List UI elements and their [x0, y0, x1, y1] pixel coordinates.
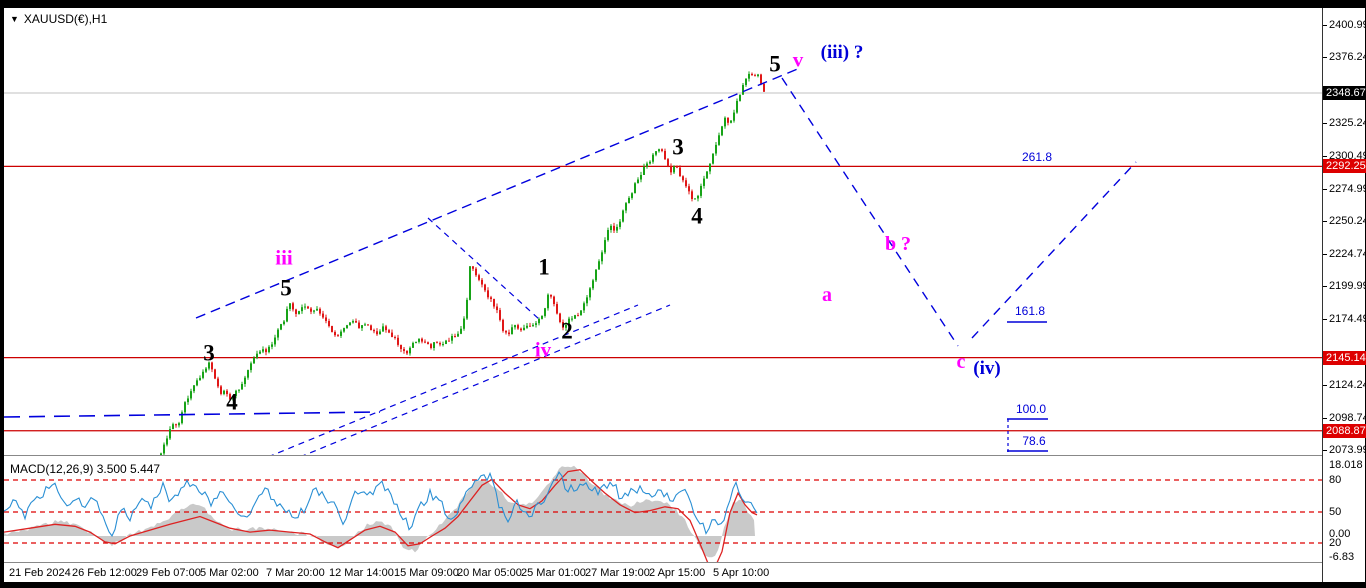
price-axis-label: 2199.99	[1329, 280, 1366, 293]
time-axis-separator	[4, 562, 1322, 565]
price-axis-label: 2073.99	[1329, 444, 1366, 457]
price-axis-tick	[1323, 384, 1327, 386]
time-axis-label: 2 Apr 15:00	[649, 567, 706, 579]
price-axis-tick	[1323, 188, 1327, 190]
price-axis-tick	[1323, 24, 1327, 26]
symbol-dropdown-icon[interactable]: ▼	[10, 14, 19, 24]
price-axis-tick	[1323, 319, 1327, 321]
price-axis-tick	[1323, 57, 1327, 59]
time-axis-label: 27 Mar 19:00	[585, 567, 650, 579]
time-axis-label: 21 Feb 2024	[9, 567, 71, 579]
current-price-label: 2348.67	[1323, 86, 1366, 100]
price-axis-label: 2376.24	[1329, 51, 1366, 64]
price-axis-label: 2124.24	[1329, 378, 1366, 391]
price-axis-label: 2300.49	[1329, 149, 1366, 162]
time-axis-label: 15 Mar 09:00	[394, 567, 459, 579]
price-axis-tick	[1323, 417, 1327, 419]
price-axis-tick	[1323, 254, 1327, 256]
level-price-label: 2292.25	[1323, 159, 1366, 174]
chart-title: ▼ XAUUSD(€),H1	[10, 12, 107, 26]
time-axis-label: 20 Mar 05:00	[457, 567, 522, 579]
macd-axis-label: 80	[1329, 474, 1342, 486]
macd-panel-surface[interactable]	[4, 459, 1322, 562]
time-axis-label: 29 Feb 07:00	[136, 567, 201, 579]
price-axis-label: 2250.24	[1329, 214, 1366, 227]
price-axis-label: 2174.49	[1329, 313, 1366, 326]
main-chart-surface[interactable]	[4, 8, 1322, 455]
chart-title-text: XAUUSD(€),H1	[23, 12, 108, 26]
time-axis-label: 5 Apr 10:00	[713, 567, 770, 579]
level-price-label: 2088.87	[1323, 423, 1366, 438]
time-axis-label: 12 Mar 14:00	[329, 567, 394, 579]
price-axis-label: 2400.99	[1329, 18, 1366, 31]
time-axis-label: 26 Feb 12:00	[72, 567, 137, 579]
price-axis-tick	[1323, 450, 1327, 452]
price-axis-tick	[1323, 220, 1327, 222]
price-axis-label: 2224.74	[1329, 248, 1366, 261]
price-axis-tick	[1323, 155, 1327, 157]
macd-axis-label: 18.018	[1329, 459, 1363, 471]
price-axis-label: 2098.74	[1329, 411, 1366, 424]
macd-axis-label: 50	[1329, 506, 1342, 518]
time-axis[interactable]: 21 Feb 2024 26 Feb 12:00 29 Feb 07:00 5 Mar…	[4, 564, 1322, 582]
price-axis-tick	[1323, 286, 1327, 288]
macd-axis-label: -6.83	[1329, 551, 1355, 563]
macd-axis-label: 0.00	[1329, 528, 1351, 540]
level-price-label: 2145.14	[1323, 350, 1366, 365]
price-axis[interactable]: 2400.99 2376.24 2348.67 2325.24 2300.49 2292.…	[1322, 8, 1366, 582]
indicator-label: MACD(12,26,9) 3.500 5.447	[10, 462, 161, 476]
price-axis-label: 2325.24	[1329, 117, 1366, 130]
price-axis-tick	[1323, 123, 1327, 125]
time-axis-label: 25 Mar 01:00	[521, 567, 586, 579]
price-axis-label: 2274.99	[1329, 182, 1366, 195]
time-axis-label: 7 Mar 20:00	[266, 567, 325, 579]
time-axis-label: 5 Mar 02:00	[200, 567, 259, 579]
macd-axis-label: 20	[1329, 537, 1342, 549]
